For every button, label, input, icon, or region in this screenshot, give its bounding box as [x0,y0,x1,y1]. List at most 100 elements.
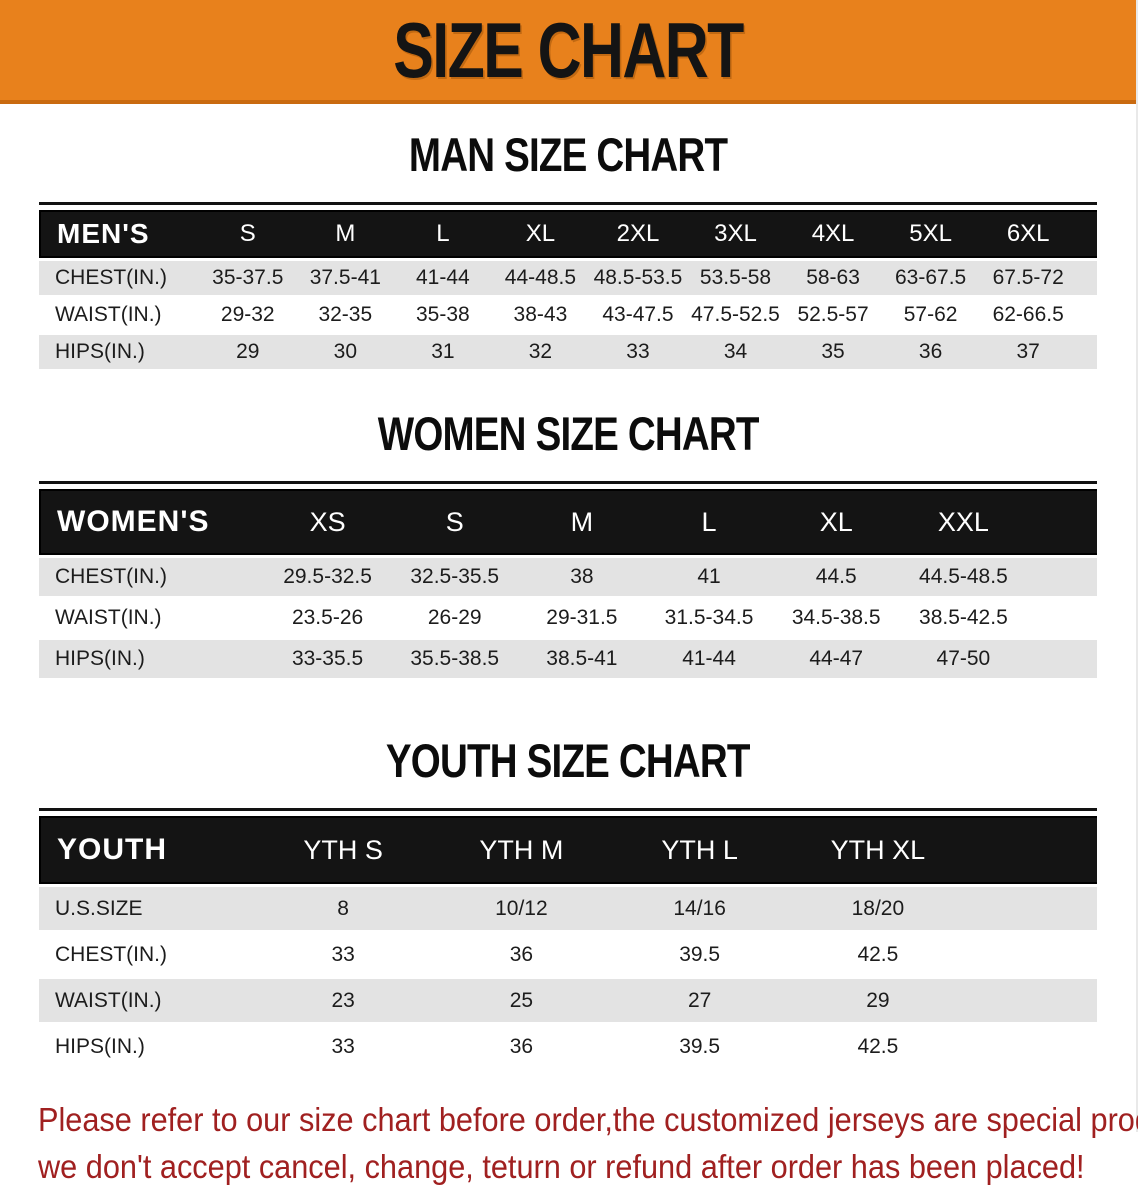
row-label: HIPS(IN.) [39,640,264,678]
size-cell: 14/16 [610,887,789,930]
table-row: WAIST(IN.) 29-32 32-35 35-38 38-43 43-47.5 47.… [39,298,1097,332]
size-cell: 35 [784,335,882,369]
size-cell: 53.5-58 [686,261,785,295]
table-corner-label: MEN'S [39,210,199,258]
column-header: 5XL [881,210,980,258]
table-top-rule [39,202,1097,205]
women-size-table: WOMEN'S XS S M L XL XXL CHEST(IN.) 29.5-32.5 32.5… [39,486,1097,681]
size-cell: 29 [788,979,967,1022]
row-label: WAIST(IN.) [39,979,254,1022]
size-cell: 33-35.5 [264,640,392,678]
size-cell: 34 [686,335,785,369]
man-size-table: MEN'S S M L XL 2XL 3XL 4XL 5XL 6XL CHEST(IN.) 35-37… [39,207,1097,372]
man-size-table-wrap: MEN'S S M L XL 2XL 3XL 4XL 5XL 6XL CHEST(IN.) 35-37… [39,202,1097,372]
size-cell: 63-67.5 [881,261,980,295]
banner-title: SIZE CHART [393,5,744,94]
column-header: 2XL [589,210,687,258]
row-label: CHEST(IN.) [39,558,264,596]
column-header: S [391,489,519,555]
size-cell: 39.5 [610,1025,789,1068]
size-cell: 33 [589,335,687,369]
size-cell: 33 [254,933,433,976]
table-row: HIPS(IN.) 29 30 31 32 33 34 35 36 37 [39,335,1097,369]
size-cell: 29-32 [199,298,297,332]
size-cell: 41-44 [645,640,773,678]
size-cell: 37.5-41 [296,261,395,295]
size-cell: 32.5-35.5 [391,558,519,596]
women-size-table-wrap: WOMEN'S XS S M L XL XXL CHEST(IN.) 29.5-32.5 32.5… [39,481,1097,681]
size-cell: 31 [394,335,492,369]
table-row: WAIST(IN.) 23 25 27 29 [39,979,1097,1022]
table-row: CHEST(IN.) 29.5-32.5 32.5-35.5 38 41 44.5 44.5… [39,558,1097,596]
size-cell: 29 [199,335,297,369]
spacer-cell [1027,489,1097,555]
column-header: YTH S [254,816,433,884]
size-cell: 41 [645,558,773,596]
size-cell: 42.5 [788,1025,967,1068]
spacer-cell [967,933,1097,976]
size-cell: 58-63 [784,261,882,295]
size-cell: 25 [432,979,611,1022]
size-cell: 41-44 [394,261,492,295]
size-cell: 38.5-42.5 [899,599,1027,637]
column-header: XS [264,489,392,555]
column-header: 3XL [686,210,785,258]
disclaimer: Please refer to our size chart before or… [38,1097,1138,1191]
disclaimer-line: we don't accept cancel, change, teturn o… [38,1147,1085,1185]
spacer-cell [967,1025,1097,1068]
size-cell: 37 [979,335,1077,369]
size-cell: 23 [254,979,433,1022]
size-cell: 26-29 [391,599,519,637]
size-chart-banner: SIZE CHART [0,0,1136,104]
size-cell: 47-50 [899,640,1027,678]
column-header: M [296,210,395,258]
column-header: 4XL [784,210,882,258]
spacer-cell [967,816,1097,884]
size-cell: 38-43 [491,298,590,332]
size-cell: 29-31.5 [518,599,646,637]
size-cell: 36 [881,335,980,369]
size-cell: 8 [254,887,433,930]
table-row: CHEST(IN.) 33 36 39.5 42.5 [39,933,1097,976]
row-label: U.S.SIZE [39,887,254,930]
size-cell: 35-37.5 [199,261,297,295]
size-cell: 52.5-57 [784,298,882,332]
header-row: WOMEN'S XS S M L XL XXL [39,489,1097,555]
size-cell: 32-35 [296,298,395,332]
size-cell: 23.5-26 [264,599,392,637]
size-cell: 18/20 [788,887,967,930]
spacer-cell [1027,599,1097,637]
size-cell: 10/12 [432,887,611,930]
size-cell: 32 [491,335,590,369]
youth-size-table: YOUTH YTH S YTH M YTH L YTH XL U.S.SIZE 8 10/12… [39,813,1097,1071]
size-cell: 38.5-41 [518,640,646,678]
table-corner-label: YOUTH [39,816,254,884]
column-header: XL [491,210,590,258]
spacer-cell [967,887,1097,930]
size-cell: 35-38 [394,298,492,332]
size-cell: 44-47 [772,640,900,678]
size-cell: 57-62 [881,298,980,332]
spacer-cell [1077,335,1097,369]
size-cell: 39.5 [610,933,789,976]
table-row: WAIST(IN.) 23.5-26 26-29 29-31.5 31.5-34.5 34… [39,599,1097,637]
size-cell: 36 [432,933,611,976]
size-cell: 62-66.5 [979,298,1077,332]
header-row: MEN'S S M L XL 2XL 3XL 4XL 5XL 6XL [39,210,1097,258]
column-header: M [518,489,646,555]
row-label: CHEST(IN.) [39,261,199,295]
column-header: L [645,489,773,555]
size-cell: 36 [432,1025,611,1068]
size-cell: 30 [296,335,395,369]
size-cell: 43-47.5 [589,298,687,332]
table-top-rule [39,481,1097,484]
row-label: CHEST(IN.) [39,933,254,976]
size-cell: 42.5 [788,933,967,976]
disclaimer-line: Please refer to our size chart before or… [38,1101,1138,1138]
column-header: XXL [899,489,1027,555]
table-row: HIPS(IN.) 33-35.5 35.5-38.5 38.5-41 41-44 44-… [39,640,1097,678]
table-row: CHEST(IN.) 35-37.5 37.5-41 41-44 44-48.5 48.5… [39,261,1097,295]
size-cell: 27 [610,979,789,1022]
column-header: XL [772,489,900,555]
size-cell: 33 [254,1025,433,1068]
